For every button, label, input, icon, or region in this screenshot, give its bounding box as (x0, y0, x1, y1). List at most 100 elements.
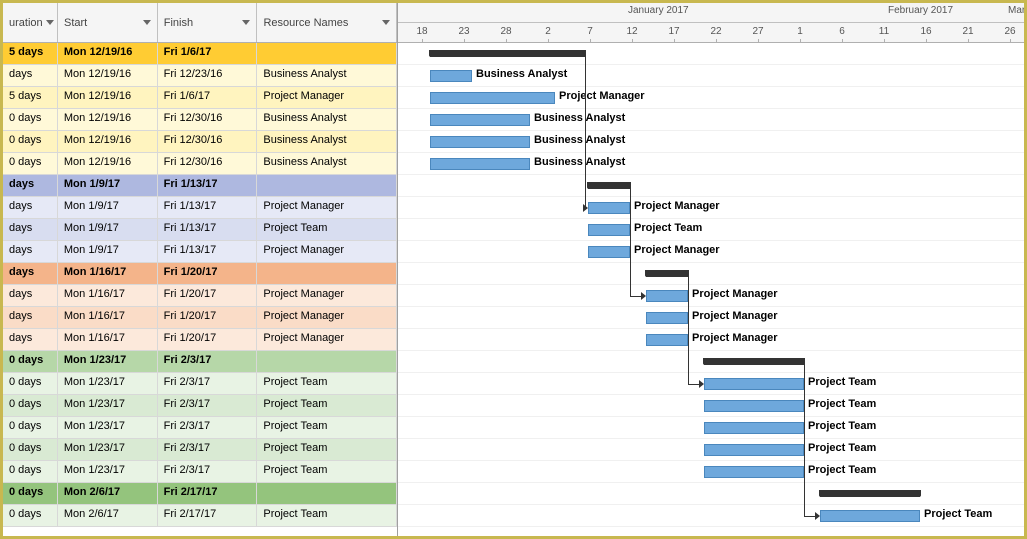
cell-resource[interactable]: Project Team (257, 505, 397, 526)
task-bar[interactable] (704, 378, 804, 390)
dropdown-icon[interactable] (46, 20, 54, 25)
task-bar[interactable] (646, 312, 688, 324)
cell-finish[interactable]: Fri 12/23/16 (158, 65, 258, 86)
table-row[interactable]: 0 daysMon 2/6/17Fri 2/17/17Project Team (3, 505, 397, 527)
cell-resource[interactable]: Project Manager (257, 307, 397, 328)
cell-resource[interactable]: Business Analyst (257, 65, 397, 86)
task-bar[interactable] (704, 444, 804, 456)
cell-duration[interactable]: 0 days (3, 109, 58, 130)
cell-resource[interactable]: Business Analyst (257, 109, 397, 130)
cell-start[interactable]: Mon 1/16/17 (58, 285, 158, 306)
cell-finish[interactable]: Fri 1/13/17 (158, 197, 258, 218)
table-row[interactable]: 0 daysMon 1/23/17Fri 2/3/17 (3, 351, 397, 373)
table-row[interactable]: daysMon 1/16/17Fri 1/20/17Project Manage… (3, 285, 397, 307)
summary-bar[interactable] (588, 182, 630, 189)
cell-finish[interactable]: Fri 1/20/17 (158, 285, 258, 306)
task-bar[interactable] (430, 158, 530, 170)
cell-duration[interactable]: days (3, 175, 58, 196)
cell-resource[interactable]: Project Manager (257, 87, 397, 108)
cell-finish[interactable]: Fri 2/3/17 (158, 395, 258, 416)
table-row[interactable]: 5 daysMon 12/19/16Fri 1/6/17Project Mana… (3, 87, 397, 109)
table-row[interactable]: 0 daysMon 2/6/17Fri 2/17/17 (3, 483, 397, 505)
table-row[interactable]: 0 daysMon 12/19/16Fri 12/30/16Business A… (3, 109, 397, 131)
cell-resource[interactable]: Business Analyst (257, 153, 397, 174)
task-bar[interactable] (646, 290, 688, 302)
cell-start[interactable]: Mon 12/19/16 (58, 43, 158, 64)
table-row[interactable]: 5 daysMon 12/19/16Fri 1/6/17 (3, 43, 397, 65)
cell-duration[interactable]: 5 days (3, 87, 58, 108)
cell-resource[interactable]: Business Analyst (257, 131, 397, 152)
cell-finish[interactable]: Fri 2/3/17 (158, 351, 258, 372)
cell-start[interactable]: Mon 1/9/17 (58, 175, 158, 196)
cell-start[interactable]: Mon 1/23/17 (58, 351, 158, 372)
cell-start[interactable]: Mon 12/19/16 (58, 87, 158, 108)
cell-duration[interactable]: 0 days (3, 461, 58, 482)
task-bar[interactable] (430, 136, 530, 148)
dropdown-icon[interactable] (143, 20, 151, 25)
cell-resource[interactable]: Project Manager (257, 197, 397, 218)
cell-finish[interactable]: Fri 12/30/16 (158, 109, 258, 130)
cell-duration[interactable]: 0 days (3, 131, 58, 152)
task-bar[interactable] (588, 224, 630, 236)
task-bar[interactable] (588, 246, 630, 258)
cell-start[interactable]: Mon 12/19/16 (58, 65, 158, 86)
cell-start[interactable]: Mon 2/6/17 (58, 483, 158, 504)
task-bar[interactable] (588, 202, 630, 214)
table-row[interactable]: daysMon 1/9/17Fri 1/13/17Project Team (3, 219, 397, 241)
cell-finish[interactable]: Fri 1/20/17 (158, 307, 258, 328)
cell-duration[interactable]: 0 days (3, 483, 58, 504)
cell-resource[interactable] (257, 263, 397, 284)
table-row[interactable]: 0 daysMon 1/23/17Fri 2/3/17Project Team (3, 439, 397, 461)
task-bar[interactable] (430, 70, 472, 82)
task-grid[interactable]: uration Start Finish Resource Names 5 da… (3, 3, 398, 536)
cell-resource[interactable] (257, 351, 397, 372)
cell-duration[interactable]: days (3, 263, 58, 284)
cell-start[interactable]: Mon 1/16/17 (58, 307, 158, 328)
cell-duration[interactable]: 0 days (3, 395, 58, 416)
summary-bar[interactable] (820, 490, 920, 497)
cell-finish[interactable]: Fri 12/30/16 (158, 153, 258, 174)
table-row[interactable]: daysMon 1/9/17Fri 1/13/17Project Manager (3, 241, 397, 263)
summary-bar[interactable] (430, 50, 585, 57)
table-row[interactable]: 0 daysMon 1/23/17Fri 2/3/17Project Team (3, 461, 397, 483)
cell-duration[interactable]: days (3, 241, 58, 262)
cell-start[interactable]: Mon 12/19/16 (58, 153, 158, 174)
cell-finish[interactable]: Fri 1/20/17 (158, 329, 258, 350)
cell-resource[interactable] (257, 483, 397, 504)
cell-start[interactable]: Mon 2/6/17 (58, 505, 158, 526)
cell-finish[interactable]: Fri 1/13/17 (158, 175, 258, 196)
cell-duration[interactable]: days (3, 65, 58, 86)
table-row[interactable]: daysMon 1/16/17Fri 1/20/17Project Manage… (3, 329, 397, 351)
cell-duration[interactable]: 0 days (3, 351, 58, 372)
table-row[interactable]: daysMon 1/9/17Fri 1/13/17 (3, 175, 397, 197)
col-duration[interactable]: uration (3, 3, 58, 42)
table-row[interactable]: 0 daysMon 1/23/17Fri 2/3/17Project Team (3, 395, 397, 417)
cell-start[interactable]: Mon 1/9/17 (58, 241, 158, 262)
cell-resource[interactable]: Project Team (257, 219, 397, 240)
cell-resource[interactable]: Project Team (257, 439, 397, 460)
cell-start[interactable]: Mon 1/9/17 (58, 219, 158, 240)
cell-duration[interactable]: 5 days (3, 43, 58, 64)
cell-resource[interactable]: Project Team (257, 461, 397, 482)
cell-duration[interactable]: 0 days (3, 153, 58, 174)
table-row[interactable]: 0 daysMon 12/19/16Fri 12/30/16Business A… (3, 131, 397, 153)
cell-finish[interactable]: Fri 2/17/17 (158, 505, 258, 526)
cell-start[interactable]: Mon 12/19/16 (58, 109, 158, 130)
gantt-chart[interactable]: January 2017February 2017Mar 18232827121… (398, 3, 1024, 536)
task-bar[interactable] (704, 466, 804, 478)
table-row[interactable]: 0 daysMon 1/23/17Fri 2/3/17Project Team (3, 417, 397, 439)
cell-finish[interactable]: Fri 1/13/17 (158, 219, 258, 240)
cell-duration[interactable]: 0 days (3, 439, 58, 460)
task-bar[interactable] (820, 510, 920, 522)
col-start[interactable]: Start (58, 3, 158, 42)
cell-finish[interactable]: Fri 1/6/17 (158, 87, 258, 108)
cell-duration[interactable]: days (3, 219, 58, 240)
table-row[interactable]: daysMon 1/9/17Fri 1/13/17Project Manager (3, 197, 397, 219)
cell-duration[interactable]: days (3, 197, 58, 218)
table-row[interactable]: daysMon 12/19/16Fri 12/23/16Business Ana… (3, 65, 397, 87)
col-finish[interactable]: Finish (158, 3, 258, 42)
cell-finish[interactable]: Fri 2/17/17 (158, 483, 258, 504)
cell-finish[interactable]: Fri 2/3/17 (158, 373, 258, 394)
cell-start[interactable]: Mon 1/16/17 (58, 263, 158, 284)
cell-resource[interactable]: Project Team (257, 373, 397, 394)
